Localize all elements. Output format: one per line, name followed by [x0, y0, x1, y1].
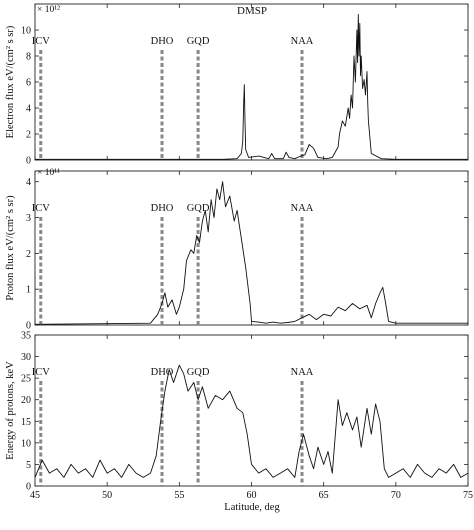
y-tick-label: 1: [26, 285, 31, 296]
y-tick-label: 20: [21, 395, 31, 406]
station-label-gqd: GQD: [187, 203, 210, 214]
exponent-label: × 10¹¹: [37, 168, 60, 178]
y-tick-label: 3: [26, 213, 31, 224]
station-label-dho: DHO: [151, 203, 174, 214]
station-label-naa: NAA: [291, 367, 314, 378]
y-tick-label: 2: [26, 130, 31, 141]
station-label-dho: DHO: [151, 367, 174, 378]
chart-panel-3: 45 50 55 60 65 70 75 0 5 10 15 20 25 30 35 Energy of pr…: [5, 331, 473, 502]
station-label-icv: ICV: [32, 367, 51, 378]
y-axis-label: Electron flux eV/(cm² s sr): [5, 25, 16, 138]
x-tick-label: 75: [463, 490, 473, 501]
y-tick-label: 8: [26, 52, 31, 63]
y-tick-label: 4: [26, 104, 31, 115]
station-label-dho: DHO: [151, 36, 174, 47]
station-label-icv: ICV: [32, 203, 51, 214]
figure-title: DMSP: [237, 5, 267, 17]
y-tick-label: 15: [21, 417, 31, 428]
x-tick-label: 60: [247, 490, 257, 501]
y-tick-label: 10: [21, 438, 31, 449]
y-tick-label: 5: [26, 460, 31, 471]
station-label-naa: NAA: [291, 203, 314, 214]
y-tick-label: 30: [21, 352, 31, 363]
y-tick-label: 0: [26, 321, 31, 332]
data-series-line: [34, 364, 469, 478]
exponent-label: × 10¹²: [37, 5, 60, 15]
y-tick-label: 0: [26, 156, 31, 167]
x-tick-label: 45: [30, 490, 40, 501]
y-tick-label: 35: [21, 331, 31, 342]
x-tick-label: 55: [174, 490, 184, 501]
y-tick-label: 4: [26, 177, 31, 188]
y-tick-label: 2: [26, 249, 31, 260]
y-tick-label: 0: [26, 482, 31, 493]
plot-frame: [34, 170, 469, 326]
station-label-gqd: GQD: [187, 36, 210, 47]
plot-frame: [34, 3, 469, 161]
y-tick-label: 6: [26, 78, 31, 89]
y-axis-label: Energy of protons, keV: [5, 361, 16, 460]
chart-panel-1: 0 2 4 6 8 10 × 10¹² Electron flux eV/(cm² s sr)…: [5, 3, 469, 167]
y-tick-label: 25: [21, 374, 31, 385]
chart-panel-2: 0 1 2 3 4 × 10¹¹ Proton flux eV/(cm² s sr) ICV D…: [5, 168, 469, 332]
y-axis-label: Proton flux eV/(cm² s sr): [5, 195, 16, 301]
station-label-naa: NAA: [291, 36, 314, 47]
x-axis-label: Latitude, deg: [224, 502, 280, 513]
x-tick-label: 70: [391, 490, 401, 501]
data-series-line: [35, 13, 468, 160]
x-tick-label: 65: [319, 490, 329, 501]
data-series-line: [34, 181, 468, 325]
station-label-gqd: GQD: [187, 367, 210, 378]
station-label-icv: ICV: [32, 36, 51, 47]
x-tick-label: 50: [102, 490, 112, 501]
y-tick-label: 10: [21, 26, 31, 37]
